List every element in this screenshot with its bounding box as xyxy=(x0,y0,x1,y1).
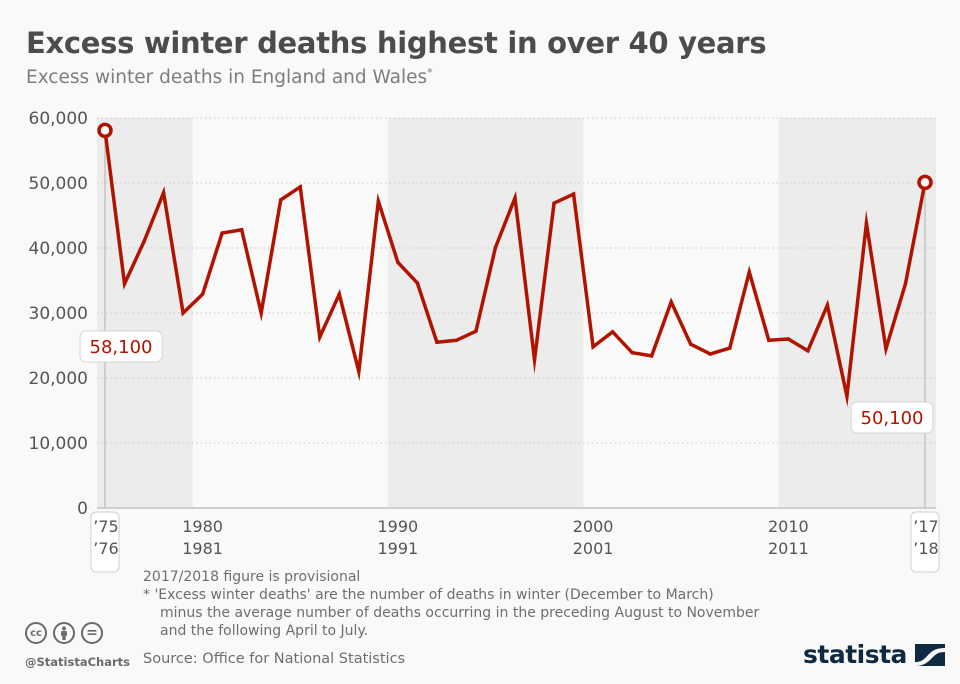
annotation-label: 50,100 xyxy=(861,408,924,429)
data-point[interactable] xyxy=(532,358,537,362)
subtitle-text: Excess winter deaths in England and Wale… xyxy=(26,67,428,89)
note-definition-1: * 'Excess winter deaths' are the number … xyxy=(143,587,714,603)
data-point[interactable] xyxy=(259,311,263,315)
series-line xyxy=(103,128,927,408)
x-tick-label: 2000 xyxy=(573,517,614,536)
footnotes: 2017/2018 figure is provisional * 'Exces… xyxy=(143,568,759,640)
no-derivatives-icon[interactable]: = xyxy=(81,622,103,644)
data-point[interactable] xyxy=(435,340,439,345)
data-point[interactable] xyxy=(825,303,830,308)
data-point[interactable] xyxy=(513,196,517,200)
data-point[interactable] xyxy=(708,352,713,356)
y-tick-label: 20,000 xyxy=(29,369,88,389)
data-point[interactable] xyxy=(200,292,205,296)
chart-title: Excess winter deaths highest in over 40 … xyxy=(26,26,767,60)
data-point[interactable] xyxy=(220,231,224,235)
data-point[interactable] xyxy=(181,311,185,315)
x-tick-label: ’18 xyxy=(913,539,938,558)
data-point[interactable] xyxy=(337,292,342,296)
data-point[interactable] xyxy=(552,201,556,205)
x-tick-label: ’76 xyxy=(93,539,118,558)
chart-subtitle: Excess winter deaths in England and Wale… xyxy=(26,66,433,88)
data-point[interactable] xyxy=(161,190,166,195)
x-tick-label: 1990 xyxy=(377,517,418,536)
data-point[interactable] xyxy=(454,338,459,343)
annotation-marker[interactable] xyxy=(97,122,113,139)
data-point[interactable] xyxy=(806,348,810,353)
annotations: 58,100 50,100 xyxy=(79,122,934,434)
data-point[interactable] xyxy=(239,228,244,232)
x-tick-box xyxy=(910,511,940,573)
data-point[interactable] xyxy=(747,270,752,274)
gridlines xyxy=(97,117,936,444)
x-tick-box xyxy=(90,511,120,573)
attribution-icon[interactable] xyxy=(53,622,75,644)
data-point[interactable] xyxy=(688,342,693,347)
twitter-handle[interactable]: @StatistaCharts xyxy=(25,655,130,669)
data-point[interactable] xyxy=(903,281,908,286)
annotation-guides xyxy=(104,130,926,508)
data-point[interactable] xyxy=(317,335,322,339)
statista-logo[interactable]: statista xyxy=(803,640,945,669)
y-axis-ticks: 0 10,000 20,000 30,000 40,000 50,000 60,000 xyxy=(29,109,88,519)
x-tick-label: 1991 xyxy=(377,539,418,558)
x-axis-ticks: ’75 ’76 1980 1981 1990 1991 2000 2001 2010 2011 ’1… xyxy=(90,511,940,573)
y-tick-label: 10,000 xyxy=(29,434,88,454)
y-tick-label: 50,000 xyxy=(29,174,88,194)
data-point[interactable] xyxy=(591,345,595,349)
data-point[interactable] xyxy=(884,346,888,351)
y-tick-label: 0 xyxy=(77,499,88,519)
data-point[interactable] xyxy=(376,199,381,203)
shaded-band xyxy=(388,118,584,508)
y-tick-label: 30,000 xyxy=(29,304,88,324)
logo-text: statista xyxy=(803,640,907,669)
note-definition-3: and the following April to July. xyxy=(160,623,369,639)
statista-logo-icon xyxy=(914,643,945,666)
note-provisional: 2017/2018 figure is provisional xyxy=(143,569,361,585)
data-point[interactable] xyxy=(415,281,420,285)
data-point[interactable] xyxy=(649,354,654,358)
data-point[interactable] xyxy=(669,300,673,304)
data-point[interactable] xyxy=(845,394,849,399)
note-definition-2: minus the average number of deaths occur… xyxy=(160,605,760,621)
x-tick-label: 2011 xyxy=(768,539,809,558)
y-tick-label: 60,000 xyxy=(29,109,88,129)
source-text: Source: Office for National Statistics xyxy=(143,651,406,667)
annotation-label-box xyxy=(850,401,934,434)
subtitle-footnote-marker: * xyxy=(427,66,433,79)
data-point[interactable] xyxy=(357,369,361,374)
x-tick-label: ’17 xyxy=(913,517,938,536)
data-point[interactable] xyxy=(630,350,634,355)
x-tick-label: 1981 xyxy=(182,539,223,558)
annotation-label: 58,100 xyxy=(90,337,153,358)
data-point[interactable] xyxy=(122,281,127,286)
annotation-label-box xyxy=(79,330,163,363)
data-point[interactable] xyxy=(493,245,498,250)
cc-icon[interactable]: cc xyxy=(25,622,47,644)
data-point[interactable] xyxy=(727,346,732,350)
x-tick-label: 2001 xyxy=(573,539,614,558)
data-point[interactable] xyxy=(278,198,283,202)
data-point[interactable] xyxy=(610,330,615,334)
x-tick-label: ’75 xyxy=(93,517,118,536)
x-tick-label: 1980 xyxy=(182,517,223,536)
data-point[interactable] xyxy=(571,192,576,196)
data-point[interactable] xyxy=(142,239,146,244)
data-point[interactable] xyxy=(396,260,400,265)
y-tick-label: 40,000 xyxy=(29,239,88,259)
data-point[interactable] xyxy=(767,338,771,343)
license-icons[interactable]: cc = xyxy=(25,622,103,644)
data-point[interactable] xyxy=(474,329,478,334)
data-point[interactable] xyxy=(864,221,869,226)
data-point[interactable] xyxy=(298,185,303,189)
data-point[interactable] xyxy=(786,337,791,341)
x-tick-label: 2010 xyxy=(768,517,809,536)
annotation-marker[interactable] xyxy=(917,174,933,191)
